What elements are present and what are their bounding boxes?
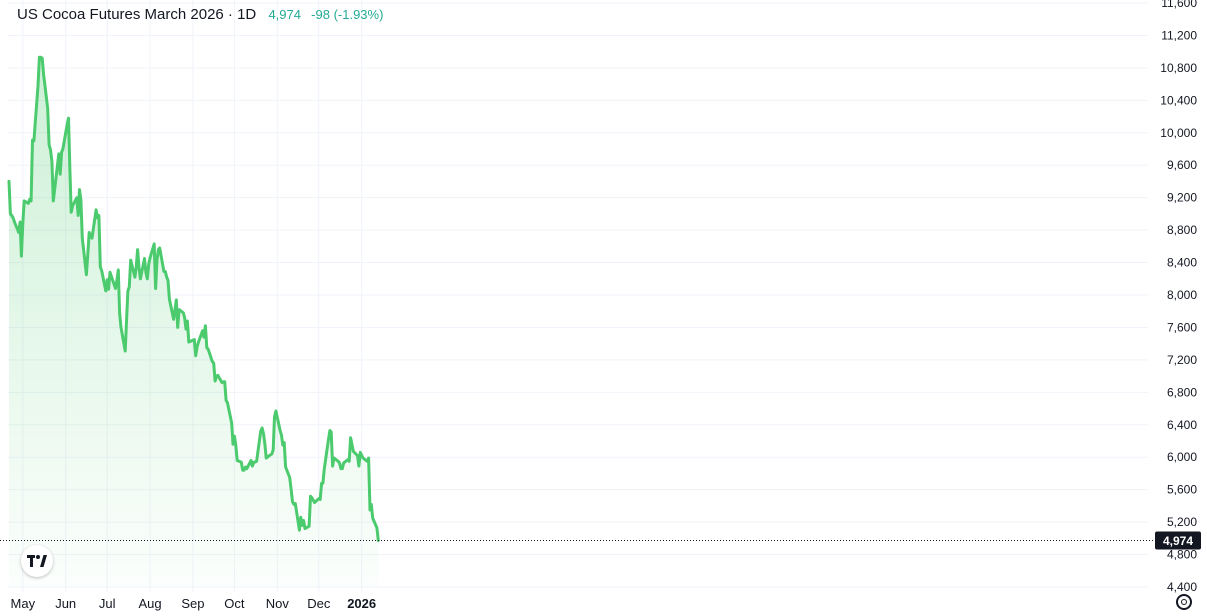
y-tick-label: 7,600: [1167, 320, 1197, 334]
y-tick-label: 5,600: [1167, 483, 1197, 497]
y-tick-label: 8,800: [1167, 223, 1197, 237]
y-tick-label: 10,400: [1160, 93, 1197, 107]
x-axis: May Jun Jul Aug Sep Oct Nov Dec 2026: [11, 596, 377, 611]
last-price-label-bg: [1155, 531, 1201, 550]
y-tick-label: 4,400: [1167, 580, 1197, 594]
y-tick-label: 10,000: [1160, 126, 1197, 140]
price-change: -98 (-1.93%): [311, 7, 384, 22]
y-tick-label: 6,400: [1167, 418, 1197, 432]
x-tick-label: Dec: [307, 596, 331, 611]
settings-gear-icon[interactable]: [1176, 594, 1192, 610]
price-line[interactable]: [7, 55, 380, 542]
x-tick-label: Oct: [224, 596, 245, 611]
y-tick-label: 4,800: [1167, 548, 1197, 562]
last-price: 4,974: [268, 7, 301, 22]
y-tick-label: 11,200: [1161, 28, 1197, 42]
symbol-title: US Cocoa Futures March 2026 · 1D: [17, 6, 257, 23]
y-tick-label: 8,400: [1167, 256, 1197, 270]
y-tick-label: 6,800: [1167, 385, 1197, 399]
price-area-fill: [9, 57, 379, 588]
y-tick-label: 9,200: [1167, 191, 1197, 205]
y-tick-label: 7,200: [1167, 353, 1197, 367]
x-tick-label: 2026: [347, 596, 376, 611]
x-tick-label: Jul: [99, 596, 116, 611]
y-tick-label: 8,000: [1167, 288, 1197, 302]
last-price-label-text: 4,974: [1163, 534, 1193, 548]
x-tick-label: Nov: [266, 596, 290, 611]
y-tick-label: 10,800: [1160, 61, 1197, 75]
last-price-label: 4,974: [1155, 531, 1201, 550]
y-axis: 11,600 11,200 10,800 10,400 10,000 9,600 9,200…: [1160, 0, 1197, 594]
y-tick-label: 11,600: [1161, 0, 1197, 10]
x-tick-label: Jun: [55, 596, 76, 611]
tradingview-logo-icon[interactable]: [21, 545, 53, 577]
x-tick-label: Sep: [181, 596, 204, 611]
x-tick-label: Aug: [138, 596, 161, 611]
y-tick-label: 6,000: [1167, 450, 1197, 464]
y-tick-label: 5,200: [1167, 515, 1197, 529]
x-tick-label: May: [11, 596, 36, 611]
y-tick-label: 9,600: [1167, 158, 1197, 172]
chart-header: US Cocoa Futures March 2026 · 1D 4,974 -…: [17, 6, 383, 23]
